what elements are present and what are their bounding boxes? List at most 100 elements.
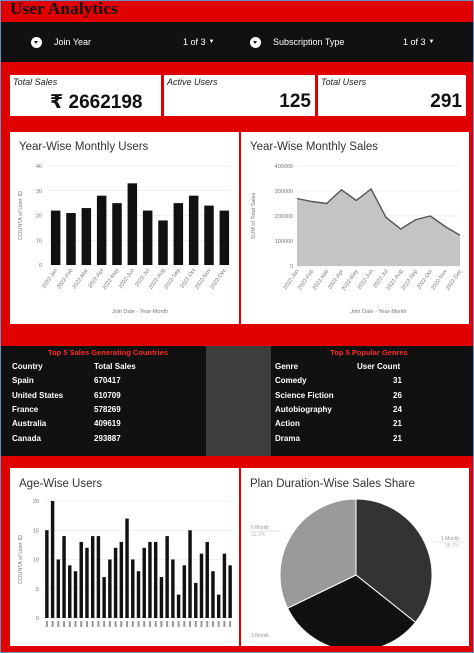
title-bar (1, 1, 473, 18)
x-tick-mark (143, 621, 146, 627)
table-cell: 31 (393, 376, 402, 386)
pie-label-name: 1 Month (441, 536, 459, 542)
bar[interactable] (62, 536, 66, 618)
table-cell: 21 (393, 419, 402, 429)
bar[interactable] (50, 501, 55, 618)
dropdown-circle-icon (250, 36, 261, 48)
y-tick-label: 5 (36, 587, 39, 593)
bar[interactable] (125, 518, 129, 618)
y-tick-label: 10 (36, 238, 42, 244)
table-cell: 24 (393, 404, 402, 414)
y-tick-label: 0 (36, 616, 39, 622)
x-tick-mark (211, 621, 214, 627)
y-tick-label: 0 (39, 263, 42, 269)
bar[interactable] (102, 577, 106, 618)
y-axis-label: SUM of Total Sales (251, 192, 257, 239)
bar[interactable] (148, 541, 152, 618)
table-header-cell: Genre (275, 362, 299, 371)
bar[interactable] (159, 577, 164, 618)
bar[interactable] (211, 571, 215, 618)
bar[interactable] (45, 530, 49, 618)
panel-title: Year-Wise Monthly Users (19, 141, 149, 153)
bar[interactable] (131, 559, 135, 619)
bar[interactable] (216, 594, 221, 618)
join-year-count[interactable]: 1 of 3 ▼ (183, 37, 215, 47)
x-tick-mark (177, 621, 180, 627)
subscription-type-count[interactable]: 1 of 3 ▼ (403, 37, 435, 47)
table-cell: 409619 (94, 419, 121, 429)
pie-label-name: 6 Month (251, 525, 269, 531)
bar[interactable] (199, 553, 204, 618)
bar[interactable] (158, 220, 168, 265)
x-tick-mark (57, 621, 60, 627)
bar[interactable] (127, 183, 138, 265)
bar[interactable] (142, 547, 146, 618)
bar[interactable] (222, 553, 227, 618)
table-cell: Autobiography (275, 404, 332, 414)
x-tick-mark (85, 621, 88, 627)
bar[interactable] (90, 536, 95, 618)
x-tick-mark (63, 621, 66, 627)
y-tick-label: 10 (33, 558, 39, 564)
y-tick-label: 20 (36, 214, 42, 220)
bar[interactable] (50, 210, 61, 265)
subscription-type-filter[interactable]: Subscription Type (250, 31, 344, 53)
bar[interactable] (79, 541, 83, 618)
y-tick-label: 100000 (275, 239, 293, 245)
bar[interactable] (188, 195, 199, 265)
bar[interactable] (228, 565, 232, 618)
bar[interactable] (165, 536, 169, 618)
bar[interactable] (204, 205, 214, 265)
x-tick-mark (108, 621, 111, 627)
table-header-cell: Total Sales (94, 362, 136, 371)
x-tick-mark (148, 621, 151, 627)
monthly-users-chart: 0102030402022-Jan2022-Feb2022-Mar2022-Ap… (18, 164, 232, 315)
x-tick-mark (103, 621, 106, 627)
bar[interactable] (142, 210, 153, 265)
x-tick-mark (154, 621, 157, 627)
bar[interactable] (194, 582, 198, 618)
bar[interactable] (66, 213, 76, 265)
bar[interactable] (182, 565, 187, 618)
bar[interactable] (113, 547, 118, 618)
pie-slice[interactable] (355, 498, 433, 624)
bar[interactable] (73, 571, 78, 618)
x-tick-mark (223, 621, 226, 627)
x-tick-mark (200, 621, 203, 627)
pie-slice[interactable] (279, 498, 357, 609)
bar[interactable] (81, 208, 92, 265)
chevron-down-icon: ▼ (428, 39, 435, 45)
plan-share-panel: Plan Duration-Wise Sales Share 6 Month 32… (241, 468, 469, 646)
sales-line[interactable] (296, 187, 461, 236)
bar[interactable] (136, 571, 141, 618)
bar[interactable] (108, 559, 112, 619)
bar[interactable] (173, 203, 184, 265)
bar[interactable] (171, 559, 175, 619)
bar[interactable] (68, 565, 72, 618)
kpi-total-sales: Total Sales ₹ 2662198 (10, 75, 161, 116)
panel-title: Plan Duration-Wise Sales Share (250, 478, 415, 490)
bar[interactable] (176, 594, 181, 618)
bar[interactable] (96, 195, 107, 265)
join-year-filter[interactable]: Join Year (31, 31, 91, 53)
filter-bar (1, 22, 473, 62)
bar[interactable] (56, 559, 61, 619)
bar[interactable] (188, 530, 192, 618)
bar[interactable] (153, 541, 158, 618)
page-title: User Analytics (10, 0, 118, 18)
x-tick-mark (91, 621, 94, 627)
x-tick-mark (114, 621, 117, 627)
filter-label: Subscription Type (273, 37, 345, 47)
table-cell: Drama (275, 433, 300, 443)
bar[interactable] (85, 547, 89, 618)
bar[interactable] (205, 541, 209, 618)
y-tick-label: 0 (290, 264, 293, 270)
bar[interactable] (119, 541, 124, 618)
bar[interactable] (219, 210, 230, 265)
bar[interactable] (112, 203, 122, 265)
bar[interactable] (96, 536, 101, 618)
x-tick-mark (68, 621, 71, 627)
x-axis-label: Join Date - Year-Month (112, 309, 168, 315)
x-tick-mark (194, 621, 197, 627)
